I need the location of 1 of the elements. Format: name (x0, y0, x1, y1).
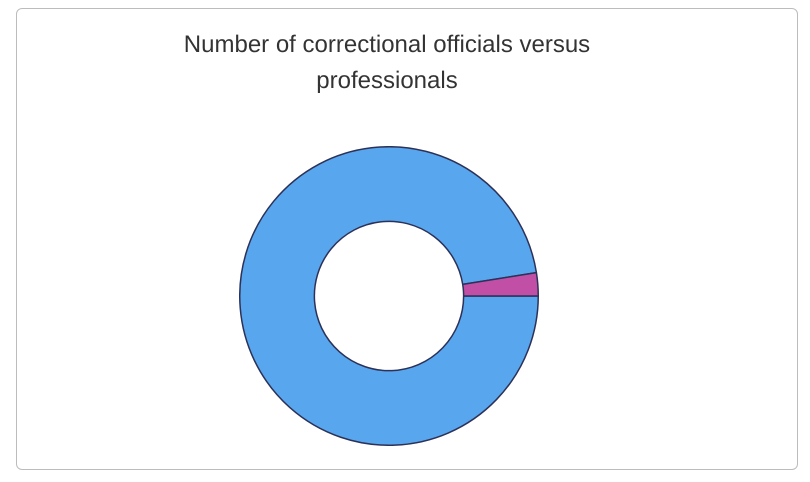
chart-title: Number of correctional officials versus professionals (182, 30, 592, 96)
